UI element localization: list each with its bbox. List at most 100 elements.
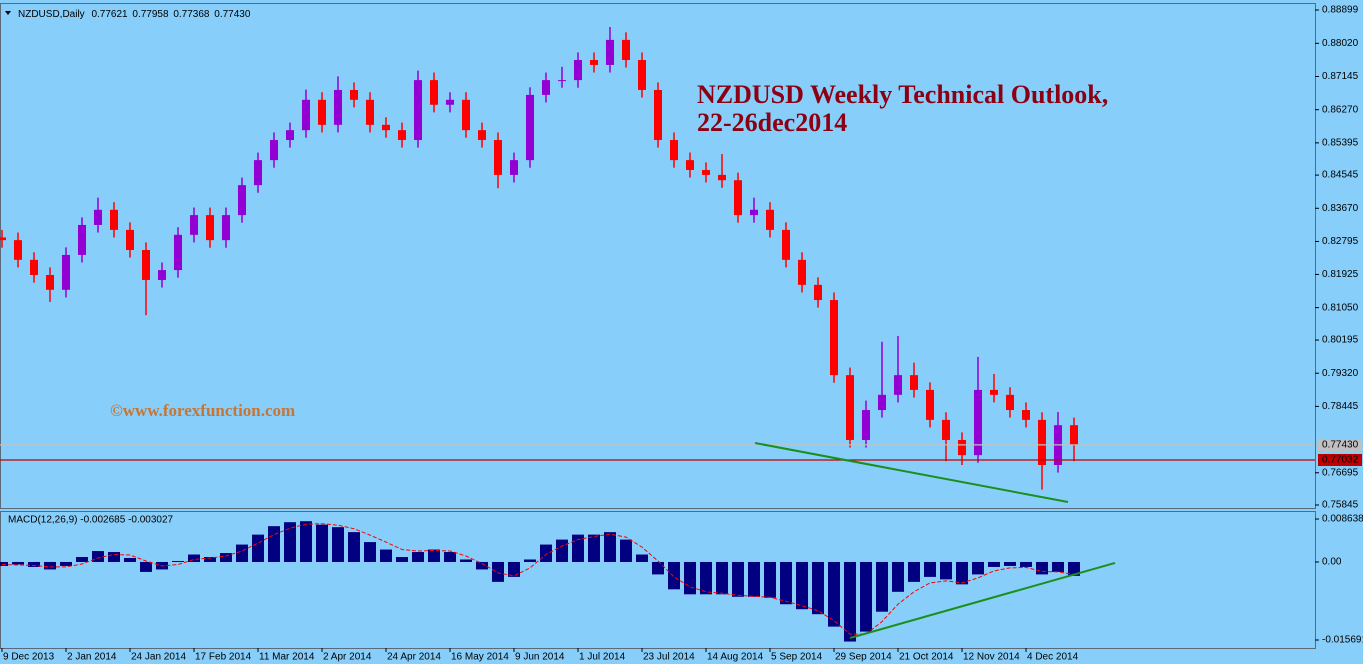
x-tick-label: 24 Apr 2014 xyxy=(387,652,441,663)
candle-body xyxy=(766,209,774,230)
macd-bar xyxy=(396,557,408,562)
candle-body xyxy=(414,80,422,141)
macd-bar xyxy=(204,557,216,562)
candle-body xyxy=(382,124,390,131)
candle-body xyxy=(30,259,38,276)
candle-body xyxy=(1006,394,1014,411)
y-tick-label: 0.88020 xyxy=(1322,38,1359,49)
candle-body xyxy=(702,169,710,175)
y-tick-label: 0.76695 xyxy=(1322,467,1359,478)
macd-bar xyxy=(860,561,872,632)
macd-bar xyxy=(636,554,648,562)
macd-bar xyxy=(572,534,584,562)
macd-bar xyxy=(108,552,120,562)
macd-bar xyxy=(780,561,792,605)
macd-bar xyxy=(348,532,360,562)
x-tick-label: 24 Jan 2014 xyxy=(131,652,186,663)
macd-bar xyxy=(220,553,232,562)
candle-body xyxy=(574,60,582,81)
macd-bar xyxy=(172,560,184,562)
macd-bar xyxy=(412,552,424,562)
macd-bar xyxy=(716,561,728,595)
annotation: NZDUSD Weekly Technical Outlook, xyxy=(697,80,1108,109)
candle-body xyxy=(462,99,470,131)
macd-bar xyxy=(844,561,856,642)
price-label: 0.77032 xyxy=(1322,455,1359,466)
macd-bar xyxy=(188,554,200,562)
candle-body xyxy=(142,249,150,280)
candle-body xyxy=(590,60,598,65)
x-tick-label: 21 Oct 2014 xyxy=(899,652,954,663)
x-tick-label: 1 Jul 2014 xyxy=(579,652,626,663)
quote: 0.77430 xyxy=(214,9,251,20)
macd-panel-frame xyxy=(0,511,1316,649)
x-tick-label: 2 Apr 2014 xyxy=(323,652,372,663)
macd-bar xyxy=(796,561,808,610)
x-tick-label: 12 Nov 2014 xyxy=(963,652,1020,663)
candle-body xyxy=(926,389,934,420)
candle-body xyxy=(1038,419,1046,465)
candle-body xyxy=(942,419,950,440)
candle-body xyxy=(366,99,374,125)
macd-bar xyxy=(300,521,312,562)
macd-bar xyxy=(380,549,392,562)
candle-body xyxy=(126,229,134,250)
macd-bar xyxy=(460,559,472,562)
candle-body xyxy=(542,80,550,95)
macd-bar xyxy=(1020,561,1032,567)
candle-body xyxy=(350,89,358,100)
candle-body xyxy=(238,185,246,216)
quote: 0.77958 xyxy=(132,9,169,20)
macd-bar xyxy=(940,561,952,580)
candle-body xyxy=(222,215,230,241)
candle-body xyxy=(190,215,198,235)
candle-body xyxy=(14,240,22,260)
candle-body xyxy=(302,99,310,131)
macd-bar xyxy=(908,561,920,582)
main-panel-frame xyxy=(0,3,1316,509)
macd-bar xyxy=(140,561,152,572)
y-tick-label: 0.75845 xyxy=(1322,500,1359,511)
candle-body xyxy=(110,209,118,230)
x-tick-label: 9 Dec 2013 xyxy=(3,652,55,663)
candle-body xyxy=(174,234,182,271)
candle-body xyxy=(686,160,694,170)
x-tick-label: 11 Mar 2014 xyxy=(259,652,315,663)
macd-bar xyxy=(1068,561,1080,576)
candle-body xyxy=(1022,410,1030,420)
macd-bar xyxy=(828,561,840,627)
price-label: 0.77430 xyxy=(1322,440,1359,451)
candle-body xyxy=(958,439,966,456)
macd-bar xyxy=(876,561,888,612)
chart-header: NZDUSD,Daily 0.77621 0.77958 0.77368 0.7… xyxy=(18,9,251,20)
x-tick-label: 16 May 2014 xyxy=(451,652,509,663)
x-tick-label: 9 Jun 2014 xyxy=(515,652,565,663)
macd-bar xyxy=(700,561,712,595)
candle-body xyxy=(446,99,454,105)
x-tick-label: 14 Aug 2014 xyxy=(707,652,764,663)
trend-line xyxy=(849,562,1116,639)
macd-bar xyxy=(124,557,136,562)
macd-bar xyxy=(972,561,984,575)
candle-body xyxy=(734,180,742,216)
macd-bar xyxy=(492,561,504,582)
candle-body xyxy=(910,375,918,390)
macd-bar xyxy=(28,561,40,567)
macd-bar xyxy=(748,561,760,597)
y-tick-label: 0.83670 xyxy=(1322,203,1359,214)
macd-bar xyxy=(732,561,744,597)
macd-bar xyxy=(588,534,600,562)
y-tick-label: 0.008638 xyxy=(1322,514,1363,525)
y-tick-label: -0.015691 xyxy=(1322,635,1363,646)
candle-body xyxy=(974,389,982,456)
candle-body xyxy=(206,215,214,241)
macd-bar xyxy=(1004,561,1016,566)
x-tick-label: 2 Jan 2014 xyxy=(67,652,117,663)
macd-bar xyxy=(476,561,488,570)
candle-body xyxy=(334,89,342,125)
macd-bar xyxy=(1052,561,1064,572)
y-tick-label: 0.00 xyxy=(1322,557,1342,568)
macd-bar xyxy=(620,539,632,562)
macd-bar xyxy=(892,561,904,592)
